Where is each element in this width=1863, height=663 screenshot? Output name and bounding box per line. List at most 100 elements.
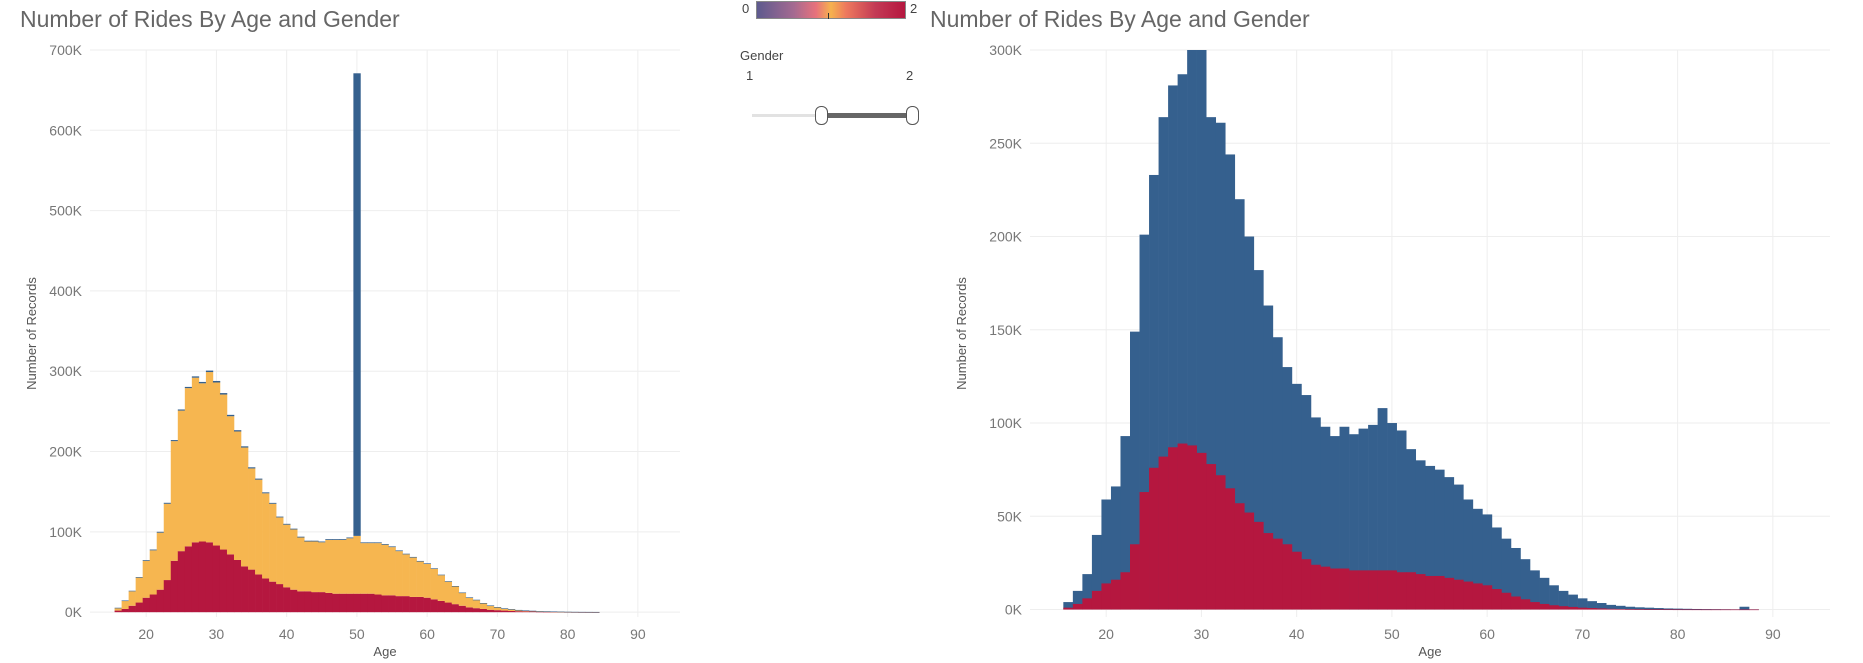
bar-segment bbox=[233, 559, 242, 613]
bar bbox=[1587, 608, 1597, 610]
bar-segment bbox=[430, 599, 438, 613]
y-tick-label: 250K bbox=[989, 135, 1022, 151]
bar-segment bbox=[500, 608, 509, 611]
bar-segment bbox=[156, 532, 165, 590]
bar bbox=[1596, 603, 1607, 610]
bar-segment bbox=[255, 479, 263, 575]
bar-segment bbox=[564, 611, 572, 613]
bar-segment bbox=[395, 550, 403, 552]
gender-slider-handle-max[interactable] bbox=[906, 106, 919, 125]
bar-segment bbox=[486, 605, 495, 610]
bar-segment bbox=[205, 370, 214, 373]
bar-segment bbox=[191, 377, 200, 543]
bar bbox=[1682, 608, 1693, 610]
bar-segment bbox=[437, 600, 446, 613]
bar-segment bbox=[170, 441, 179, 561]
bar-segment bbox=[451, 604, 460, 613]
bar bbox=[1263, 533, 1274, 610]
bar-segment bbox=[486, 605, 495, 607]
bar bbox=[1310, 564, 1321, 610]
bar bbox=[1339, 568, 1350, 610]
bar-segment bbox=[592, 611, 600, 613]
bar bbox=[1358, 428, 1369, 610]
bar-segment bbox=[128, 590, 136, 592]
bar-segment bbox=[142, 597, 151, 613]
bar-segment bbox=[184, 386, 193, 389]
bar-segment bbox=[290, 528, 298, 530]
bar-segment bbox=[318, 542, 326, 593]
y-tick-label: 700K bbox=[49, 42, 82, 58]
bar bbox=[1415, 574, 1426, 610]
bar bbox=[1358, 570, 1369, 610]
bar-segment bbox=[353, 73, 361, 536]
bar-segment bbox=[360, 543, 368, 594]
bar-segment bbox=[465, 607, 474, 613]
x-tick-label: 90 bbox=[1765, 626, 1781, 642]
bar bbox=[1501, 538, 1512, 610]
bar-segment bbox=[149, 594, 158, 613]
bar-segment bbox=[402, 596, 410, 613]
bar bbox=[1377, 570, 1388, 610]
bar-segment bbox=[248, 569, 256, 613]
bar bbox=[1663, 609, 1674, 611]
bar bbox=[1215, 122, 1226, 610]
gender-slider-handle-min[interactable] bbox=[815, 106, 828, 125]
bar bbox=[1225, 154, 1236, 610]
bar-segment bbox=[149, 549, 158, 551]
bar-segment bbox=[543, 611, 551, 613]
bar-segment bbox=[311, 540, 319, 542]
bar bbox=[1472, 583, 1483, 610]
bar-segment bbox=[170, 440, 179, 442]
bar-segment bbox=[269, 503, 277, 582]
bar bbox=[1672, 609, 1683, 611]
bar bbox=[1691, 608, 1702, 610]
bar bbox=[1691, 609, 1702, 611]
bar-segment bbox=[142, 560, 151, 598]
bar-segment bbox=[585, 611, 593, 613]
bar-segment bbox=[521, 610, 530, 612]
bar-segment bbox=[311, 592, 319, 613]
bar-segment bbox=[304, 540, 312, 542]
bar bbox=[1720, 609, 1731, 611]
bar bbox=[1101, 499, 1112, 610]
bar-segment bbox=[486, 609, 495, 613]
color-ramp bbox=[756, 1, 906, 19]
bar-segment bbox=[402, 554, 410, 597]
bar-segment bbox=[339, 593, 347, 613]
bar bbox=[1444, 477, 1455, 610]
bar bbox=[1082, 598, 1093, 610]
gender-slider-max-label: 2 bbox=[906, 68, 914, 83]
bar-segment bbox=[177, 410, 186, 552]
bar bbox=[1730, 609, 1740, 611]
y-tick-label: 300K bbox=[49, 363, 82, 379]
bar-segment bbox=[255, 574, 263, 613]
bar bbox=[1453, 484, 1464, 610]
chart-right: 20 30 40 50 60 70 80 90 0K 50K 100K 150K 200K 250K 300… bbox=[954, 42, 1830, 659]
bar bbox=[1139, 492, 1150, 610]
x-tick-label: 50 bbox=[1384, 626, 1400, 642]
bar bbox=[1625, 606, 1636, 610]
bar bbox=[1244, 236, 1255, 610]
bar-segment bbox=[500, 610, 509, 613]
bar bbox=[1625, 609, 1636, 610]
y-tick-label: 200K bbox=[49, 444, 82, 460]
bar bbox=[1301, 395, 1312, 610]
bar-segment bbox=[374, 594, 382, 613]
bar bbox=[1272, 337, 1283, 610]
bar-segment bbox=[444, 602, 453, 613]
bar-segment bbox=[121, 608, 129, 613]
bar-segment bbox=[479, 603, 488, 604]
bar-segment bbox=[381, 595, 389, 613]
bar-segment bbox=[269, 581, 277, 613]
bar-segment bbox=[395, 551, 403, 597]
bar bbox=[1539, 577, 1550, 610]
bar-segment bbox=[212, 545, 221, 613]
x-axis-title: Age bbox=[373, 644, 396, 659]
bar bbox=[1225, 488, 1236, 610]
bar-segment bbox=[212, 382, 221, 546]
bar bbox=[1606, 604, 1617, 610]
bar-segment bbox=[409, 557, 417, 597]
bar-segment bbox=[297, 536, 305, 538]
bar-segment bbox=[163, 503, 172, 581]
bar bbox=[1130, 544, 1140, 610]
